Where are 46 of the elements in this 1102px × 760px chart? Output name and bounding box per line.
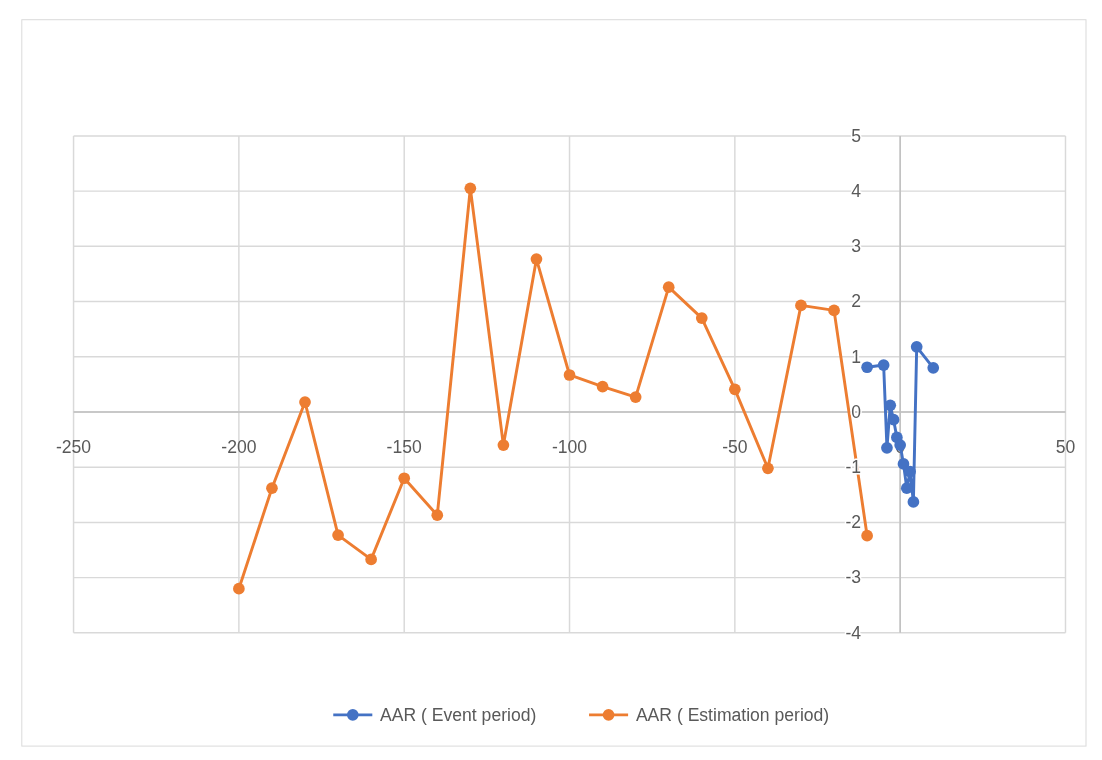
point [910, 340, 923, 353]
point [266, 482, 278, 495]
x-tick-label: -250 [55, 436, 92, 457]
y-tick-label: -2 [845, 512, 862, 533]
legend-label: AAR ( Estimation period) [635, 704, 830, 725]
point [861, 361, 873, 374]
point [861, 529, 873, 542]
point [299, 396, 311, 408]
point [497, 439, 510, 451]
point [828, 304, 840, 317]
y-tick-label: 4 [851, 180, 862, 201]
point [530, 253, 543, 265]
point [629, 391, 642, 403]
y-tick-label: 1 [851, 346, 862, 367]
x-tick-label: -50 [722, 436, 748, 457]
y-tick-label: -3 [845, 567, 862, 588]
point [887, 413, 900, 426]
x-tick-label: 50 [1055, 436, 1076, 457]
legend-label: AAR ( Event period) [380, 704, 537, 725]
y-tick-label: 2 [851, 291, 862, 312]
x-tick-label: -200 [221, 436, 257, 457]
point [365, 553, 377, 566]
y-tick-label: 0 [851, 401, 862, 422]
x-tick-label: -100 [551, 436, 588, 457]
point [907, 496, 920, 508]
y-tick-label: 3 [851, 236, 862, 257]
x-tick-label: -150 [386, 436, 423, 457]
point [332, 529, 344, 541]
point [795, 299, 807, 312]
point [398, 472, 411, 485]
point [431, 509, 444, 522]
point [762, 462, 774, 475]
point [596, 380, 609, 393]
point [563, 369, 576, 381]
point [464, 182, 477, 195]
point [662, 281, 675, 294]
point [233, 582, 245, 595]
point [728, 383, 741, 396]
point [877, 359, 890, 371]
point [927, 361, 940, 374]
point [904, 465, 916, 478]
point [881, 442, 893, 454]
y-tick-label: -4 [845, 622, 862, 643]
point [897, 458, 910, 470]
y-tick-label: 5 [851, 125, 862, 146]
point [695, 312, 708, 324]
